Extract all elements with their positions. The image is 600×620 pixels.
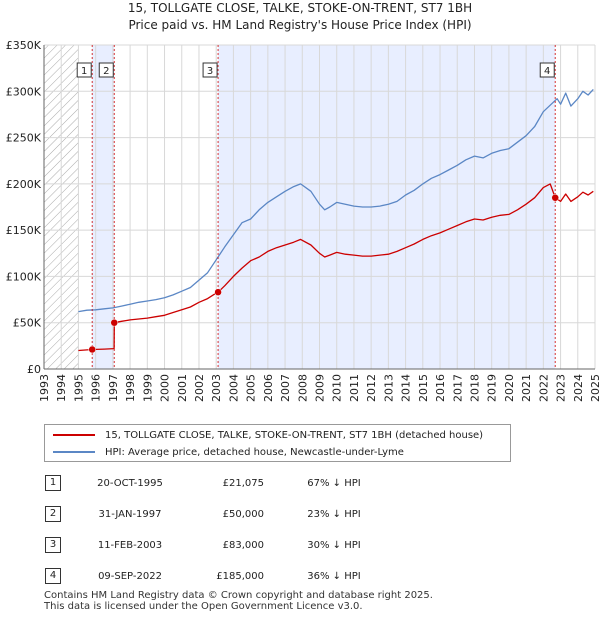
x-tick-label: 1995	[72, 374, 85, 402]
x-tick-label: 2003	[210, 374, 223, 402]
sale-marker-dot	[214, 288, 222, 296]
y-tick-label: £100K	[6, 270, 42, 283]
legend-label-property: 15, TOLLGATE CLOSE, TALKE, STOKE-ON-TREN…	[105, 429, 484, 441]
x-tick-label: 1997	[107, 374, 120, 402]
sale-marker-label: 4	[544, 66, 550, 77]
legend-label-hpi: HPI: Average price, detached house, Newc…	[105, 446, 404, 458]
sale-price: £185,000	[216, 571, 264, 582]
x-tick-label: 2025	[589, 374, 600, 402]
x-tick-label: 2013	[382, 374, 395, 402]
sale-price: £50,000	[222, 509, 264, 520]
legend-swatch-property	[53, 434, 95, 436]
sale-marker-box	[202, 62, 218, 78]
x-tick-label: 2010	[331, 374, 344, 402]
x-tick-label: 1994	[55, 374, 68, 402]
x-tick-label: 2004	[227, 374, 240, 402]
sale-date: 31-JAN-1997	[98, 509, 162, 520]
footer-line1: Contains HM Land Registry data © Crown c…	[44, 590, 433, 601]
shaded-period	[92, 45, 115, 369]
y-tick-label: £350K	[6, 39, 42, 52]
chart-title-line2: Price paid vs. HM Land Registry's House …	[128, 18, 472, 32]
x-tick-label: 2011	[348, 374, 361, 402]
x-tick-label: 2020	[503, 374, 516, 402]
x-tick-label: 2002	[193, 374, 206, 402]
sale-marker-label: 3	[207, 66, 213, 77]
sale-marker-box	[76, 62, 92, 78]
footer: Contains HM Land Registry data © Crown c…	[44, 590, 433, 612]
sale-hpi-diff: 23% ↓ HPI	[307, 509, 361, 520]
sale-number-badge: 1	[45, 475, 61, 491]
sale-marker-box	[98, 62, 114, 78]
x-tick-label: 2012	[365, 374, 378, 402]
y-tick-label: £200K	[6, 178, 42, 191]
chart-title: 15, TOLLGATE CLOSE, TALKE, STOKE-ON-TREN…	[0, 0, 600, 34]
x-tick-label: 2023	[555, 374, 568, 402]
chart-legend: 15, TOLLGATE CLOSE, TALKE, STOKE-ON-TREN…	[44, 424, 511, 462]
chart-title-line1: 15, TOLLGATE CLOSE, TALKE, STOKE-ON-TREN…	[127, 1, 473, 15]
sale-number-badge: 3	[45, 537, 61, 553]
y-tick-label: £50K	[13, 317, 42, 330]
legend-swatch-hpi	[53, 451, 95, 453]
property-price-line	[78, 183, 594, 352]
x-tick-label: 2009	[314, 374, 327, 402]
x-tick-label: 1998	[124, 374, 137, 402]
sale-hpi-diff: 30% ↓ HPI	[307, 540, 361, 551]
hpi-line	[78, 88, 594, 313]
sale-marker-dot	[551, 193, 559, 202]
shaded-period	[218, 45, 556, 369]
sale-date: 20-OCT-1995	[97, 478, 163, 489]
sale-hpi-diff: 36% ↓ HPI	[307, 571, 361, 582]
x-tick-label: 2014	[400, 374, 413, 402]
x-tick-label: 1996	[90, 374, 103, 402]
sale-date: 09-SEP-2022	[98, 571, 162, 582]
sale-marker-dot	[110, 318, 119, 327]
x-tick-label: 2007	[279, 374, 292, 402]
sale-marker-label: 1	[81, 66, 87, 77]
x-tick-label: 2001	[176, 374, 189, 402]
legend-item-property: 15, TOLLGATE CLOSE, TALKE, STOKE-ON-TREN…	[53, 427, 483, 443]
y-tick-label: £300K	[6, 85, 42, 98]
sale-row: 1 20-OCT-1995 £21,075 67% ↓ HPI	[44, 475, 464, 495]
x-tick-label: 1999	[141, 374, 154, 402]
legend-item-hpi: HPI: Average price, detached house, Newc…	[53, 444, 404, 460]
x-tick-label: 2021	[520, 374, 533, 402]
x-tick-label: 1993	[38, 374, 51, 402]
price-chart: 1 2 3 4 £0 £50K £100K £150K £200K £250K £300K £350…	[6, 39, 600, 402]
sale-price: £21,075	[222, 478, 264, 489]
x-tick-label: 2019	[486, 374, 499, 402]
x-tick-label: 2017	[451, 374, 464, 402]
sale-row: 3 11-FEB-2003 £83,000 30% ↓ HPI	[44, 537, 464, 557]
sale-number-badge: 2	[45, 506, 61, 522]
x-tick-label: 2016	[434, 374, 447, 402]
sale-price: £83,000	[222, 540, 264, 551]
x-tick-label: 2008	[296, 374, 309, 402]
y-tick-label: £150K	[6, 224, 42, 237]
x-tick-label: 2022	[537, 374, 550, 402]
sale-marker-box	[539, 62, 555, 78]
x-tick-label: 2015	[417, 374, 430, 402]
sale-row: 2 31-JAN-1997 £50,000 23% ↓ HPI	[44, 506, 464, 526]
sale-row: 4 09-SEP-2022 £185,000 36% ↓ HPI	[44, 568, 464, 588]
footer-line2: This data is licensed under the Open Gov…	[44, 601, 363, 612]
y-tick-label: £250K	[6, 132, 42, 145]
x-tick-label: 2018	[468, 374, 481, 402]
y-tick-label: £0	[27, 363, 41, 376]
sale-marker-label: 2	[103, 66, 109, 77]
x-tick-label: 2005	[245, 374, 258, 402]
sale-number-badge: 4	[45, 568, 61, 584]
sale-marker-dot	[88, 345, 96, 354]
x-tick-label: 2000	[159, 374, 172, 402]
sale-date: 11-FEB-2003	[97, 540, 163, 551]
sale-hpi-diff: 67% ↓ HPI	[307, 478, 361, 489]
x-tick-label: 2024	[572, 374, 585, 402]
x-tick-label: 2006	[262, 374, 275, 402]
